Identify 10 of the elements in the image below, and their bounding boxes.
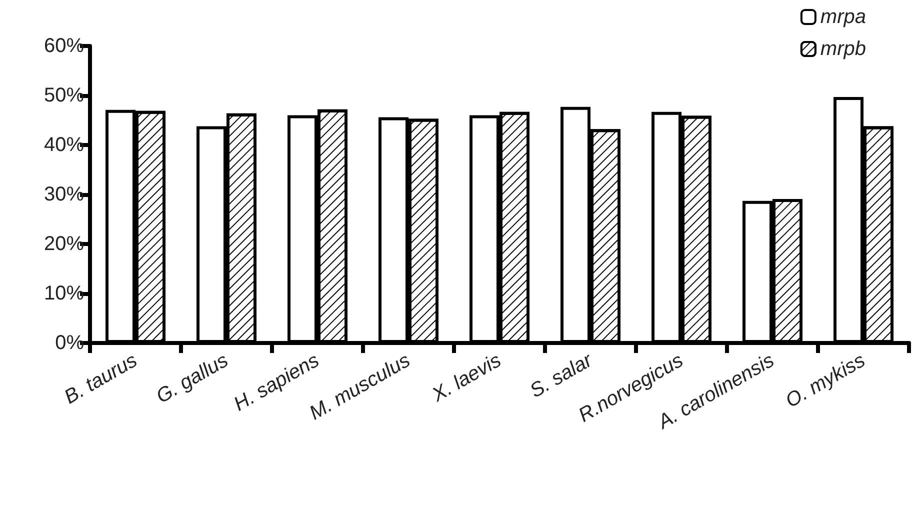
y-tick-label: 40% [44, 134, 84, 156]
y-tick-label: 50% [44, 84, 84, 106]
y-tick-label: 60% [44, 35, 84, 57]
y-tick-label: 30% [44, 184, 84, 206]
y-tick-label: 20% [44, 233, 84, 255]
y-tick-label: 0% [55, 332, 84, 354]
y-tick-label: 10% [44, 282, 84, 304]
legend-label: mrpa [820, 6, 866, 28]
legend-label: mrpb [820, 38, 866, 60]
x-tick-label: X. laevis [428, 349, 506, 407]
